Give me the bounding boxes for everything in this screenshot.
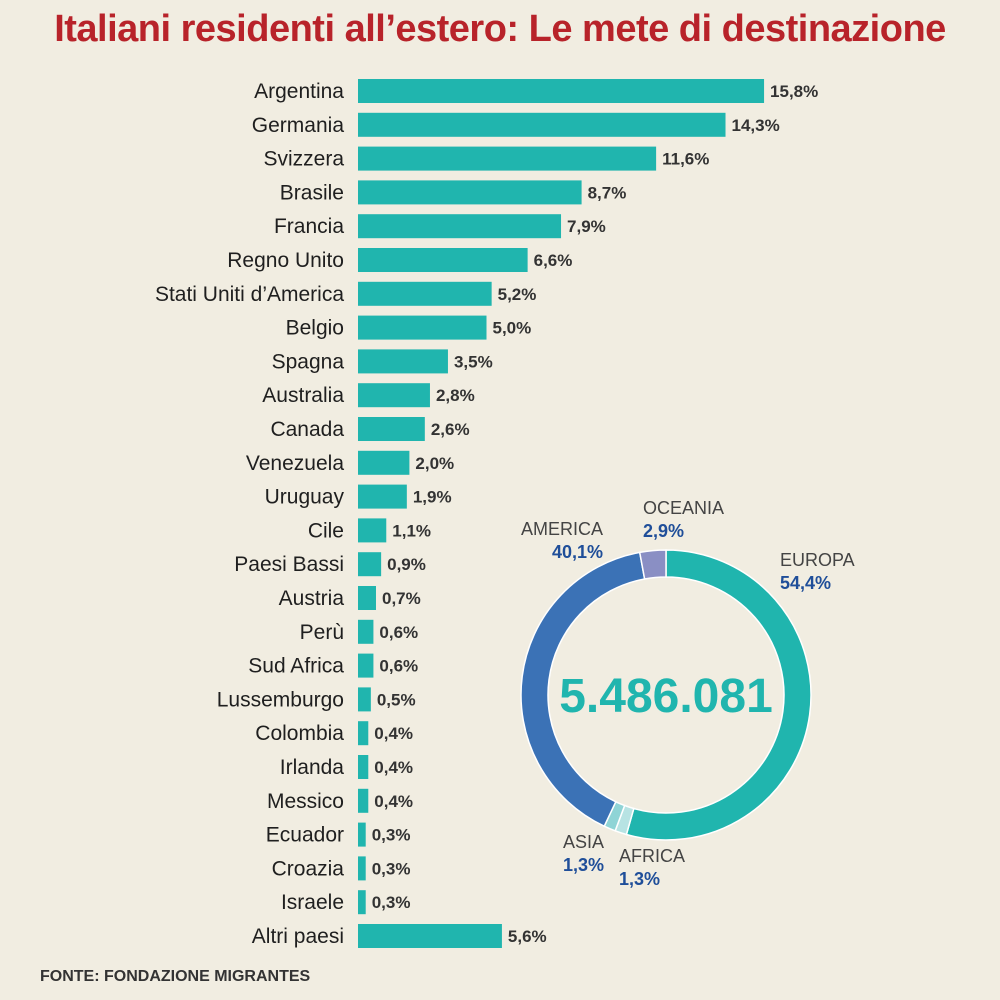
bar [358, 79, 765, 103]
bar [358, 112, 726, 137]
value-label: 2,0% [415, 454, 454, 473]
category-label: Belgio [286, 317, 344, 340]
category-label: Paesi Bassi [234, 553, 344, 576]
category-label: Altri paesi [252, 925, 344, 948]
value-label: 1,9% [413, 488, 452, 507]
value-label: 0,5% [377, 690, 416, 709]
category-label: Perù [300, 621, 344, 644]
source-note: FONTE: FONDAZIONE MIGRANTES [40, 968, 311, 985]
category-label: Sud Africa [248, 655, 344, 678]
donut-slice-europa [625, 549, 812, 841]
value-label: 0,3% [372, 826, 411, 845]
bar [358, 755, 369, 779]
value-label: 2,8% [436, 386, 475, 405]
value-label: 5,0% [493, 319, 532, 338]
value-label: 5,6% [508, 927, 547, 946]
category-label: Australia [262, 384, 344, 407]
value-label: 0,6% [379, 657, 418, 676]
region-label: AFRICA [619, 846, 685, 866]
value-label: 5,2% [498, 285, 537, 304]
value-label: 15,8% [770, 82, 818, 101]
bar [358, 281, 492, 306]
category-label: Francia [274, 215, 344, 238]
region-label: EUROPA [780, 550, 855, 570]
bar [358, 248, 528, 272]
category-label: Germania [252, 114, 345, 137]
value-label: 11,6% [662, 150, 709, 169]
category-label: Uruguay [265, 486, 345, 509]
category-label: Cile [308, 519, 344, 542]
value-label: 8,7% [588, 183, 627, 202]
value-label: 0,3% [372, 893, 411, 912]
category-label: Irlanda [280, 756, 345, 779]
category-label: Venezuela [246, 452, 344, 475]
bar [358, 552, 382, 577]
category-label: Israele [281, 891, 344, 914]
bar [358, 349, 448, 374]
region-value: 40,1% [552, 542, 603, 562]
category-label: Ecuador [266, 824, 344, 847]
bar [358, 924, 502, 948]
region-value: 1,3% [563, 855, 604, 875]
value-label: 14,3% [732, 116, 780, 135]
value-label: 0,4% [374, 792, 413, 811]
value-label: 0,3% [372, 859, 411, 878]
category-label: Svizzera [263, 148, 344, 171]
bar-chart: Argentina 15,8% Germania 14,3% Svizzera 11,6%… [155, 79, 818, 948]
region-label: ASIA [563, 832, 604, 852]
region-value: 1,3% [619, 869, 660, 889]
value-label: 1,1% [392, 521, 431, 540]
bar [358, 180, 582, 205]
bar [358, 315, 487, 340]
bar [358, 822, 366, 847]
value-label: 2,6% [431, 420, 470, 439]
bar [358, 619, 374, 644]
bar [358, 856, 366, 881]
category-label: Austria [279, 587, 345, 610]
bar [358, 586, 376, 610]
bar [358, 484, 407, 509]
value-label: 7,9% [567, 217, 606, 236]
category-label: Colombia [255, 722, 344, 745]
value-label: 0,4% [374, 724, 413, 743]
category-label: Stati Uniti d’America [155, 283, 344, 306]
value-label: 0,7% [382, 589, 421, 608]
bar [358, 383, 430, 408]
category-label: Canada [270, 418, 344, 441]
bar [358, 518, 387, 543]
category-label: Regno Unito [227, 249, 344, 272]
bar [358, 653, 374, 678]
total-value: 5.486.081 [559, 670, 773, 723]
bar [358, 417, 425, 441]
donut-slice-oceania [638, 549, 667, 580]
bar [358, 146, 657, 171]
bar [358, 890, 366, 915]
bar [358, 721, 369, 746]
value-label: 0,9% [387, 555, 426, 574]
category-label: Messico [267, 790, 344, 813]
category-label: Croazia [272, 857, 345, 880]
region-value: 2,9% [643, 521, 684, 541]
value-label: 3,5% [454, 352, 493, 371]
bar [358, 214, 562, 239]
bar [358, 687, 371, 712]
page-title: Italiani residenti all’estero: Le mete d… [54, 8, 946, 50]
category-label: Brasile [280, 181, 344, 204]
bar [358, 450, 410, 475]
region-value: 54,4% [780, 573, 831, 593]
category-label: Lussemburgo [217, 688, 344, 711]
value-label: 0,6% [379, 623, 418, 642]
donut-chart: 5.486.081 EUROPA 54,4% AFRICA 1,3% ASIA 1,3% AM… [520, 498, 855, 889]
value-label: 0,4% [374, 758, 413, 777]
category-label: Argentina [254, 80, 344, 103]
region-label: AMERICA [521, 519, 603, 539]
bar [358, 788, 369, 813]
value-label: 6,6% [534, 251, 573, 270]
region-label: OCEANIA [643, 498, 724, 518]
category-label: Spagna [272, 350, 345, 373]
